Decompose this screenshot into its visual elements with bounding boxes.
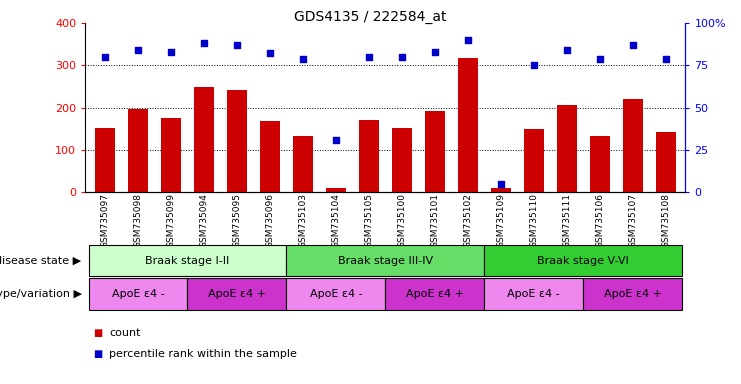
- Bar: [590, 136, 610, 192]
- Point: [627, 42, 639, 48]
- Text: count: count: [109, 328, 141, 338]
- Bar: [293, 136, 313, 192]
- Bar: [392, 128, 412, 192]
- Text: ■: ■: [93, 349, 102, 359]
- Point: [396, 54, 408, 60]
- Point: [297, 55, 309, 61]
- Bar: [227, 90, 247, 192]
- Bar: [161, 118, 181, 192]
- Text: ApoE ε4 +: ApoE ε4 +: [406, 289, 464, 299]
- Point: [363, 54, 375, 60]
- Text: genotype/variation ▶: genotype/variation ▶: [0, 289, 82, 299]
- Bar: [458, 58, 478, 192]
- Bar: [656, 132, 676, 192]
- Bar: [622, 99, 642, 192]
- Point: [462, 37, 473, 43]
- Text: ApoE ε4 -: ApoE ε4 -: [508, 289, 560, 299]
- Text: ApoE ε4 +: ApoE ε4 +: [208, 289, 266, 299]
- Text: ApoE ε4 -: ApoE ε4 -: [112, 289, 165, 299]
- Point: [264, 50, 276, 56]
- Text: disease state ▶: disease state ▶: [0, 256, 82, 266]
- Text: Braak stage I-II: Braak stage I-II: [145, 256, 230, 266]
- Point: [99, 54, 111, 60]
- Bar: [491, 188, 511, 192]
- Point: [165, 49, 177, 55]
- Point: [330, 137, 342, 143]
- Point: [528, 62, 539, 68]
- Text: GDS4135 / 222584_at: GDS4135 / 222584_at: [294, 10, 447, 23]
- Text: ■: ■: [93, 328, 102, 338]
- Point: [231, 42, 243, 48]
- Point: [429, 49, 441, 55]
- Bar: [128, 109, 148, 192]
- Bar: [524, 129, 544, 192]
- Bar: [425, 111, 445, 192]
- Point: [495, 180, 507, 187]
- Point: [594, 55, 605, 61]
- Point: [198, 40, 210, 46]
- Text: percentile rank within the sample: percentile rank within the sample: [109, 349, 297, 359]
- Bar: [260, 121, 280, 192]
- Point: [659, 55, 671, 61]
- Bar: [326, 188, 346, 192]
- Text: ApoE ε4 +: ApoE ε4 +: [604, 289, 662, 299]
- Point: [132, 47, 144, 53]
- Text: Braak stage III-IV: Braak stage III-IV: [338, 256, 433, 266]
- Text: Braak stage V-VI: Braak stage V-VI: [537, 256, 629, 266]
- Bar: [194, 87, 214, 192]
- Text: ApoE ε4 -: ApoE ε4 -: [310, 289, 362, 299]
- Bar: [556, 104, 576, 192]
- Bar: [95, 128, 115, 192]
- Point: [561, 47, 573, 53]
- Bar: [359, 120, 379, 192]
